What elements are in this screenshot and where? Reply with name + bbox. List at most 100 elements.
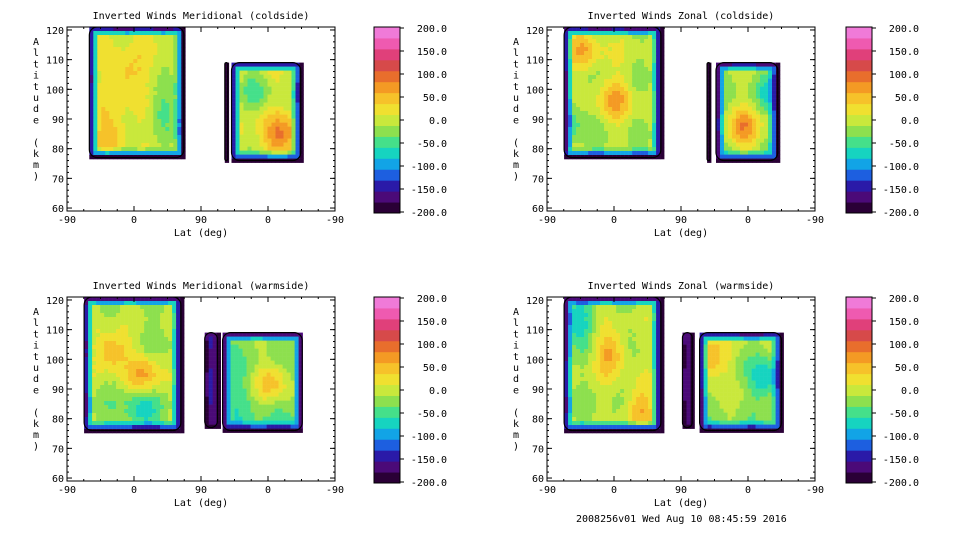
colorbar-tick-label: -200.0 bbox=[883, 478, 919, 489]
colorbar-swatch bbox=[846, 147, 872, 158]
y-tick-label: 90 bbox=[532, 115, 544, 126]
colorbar-swatch bbox=[374, 374, 400, 385]
colorbar-swatch bbox=[846, 71, 872, 82]
y-tick-label: 60 bbox=[532, 204, 544, 215]
y-tick-label: 90 bbox=[52, 115, 64, 126]
chart-title: Inverted Winds Zonal (coldside) bbox=[588, 11, 775, 22]
colorbar-swatch bbox=[374, 417, 400, 428]
colorbar-swatch bbox=[374, 60, 400, 71]
colorbar-tick-label: 150.0 bbox=[889, 317, 919, 328]
y-tick-label: 90 bbox=[532, 385, 544, 396]
y-tick-label: 120 bbox=[46, 26, 64, 37]
panel-zonal-coldside: Inverted Winds Zonal (coldside) 60 70 80 90 1… bbox=[513, 11, 919, 239]
y-tick-label: 110 bbox=[526, 326, 544, 337]
colorbar-tick-label: -150.0 bbox=[411, 455, 447, 466]
colorbar-swatch bbox=[846, 191, 872, 202]
colorbar-tick-label: 100.0 bbox=[889, 70, 919, 81]
colorbar-tick-label: 0.0 bbox=[901, 116, 919, 127]
x-tick-label: -90 bbox=[58, 215, 76, 226]
data-region-3 bbox=[716, 63, 780, 163]
x-tick-label: 0 bbox=[131, 215, 137, 226]
colorbar-swatch bbox=[374, 38, 400, 49]
plot-area bbox=[84, 297, 303, 433]
x-axis-label: Lat (deg) bbox=[174, 498, 228, 509]
colorbar-swatch bbox=[374, 202, 400, 213]
colorbar-swatch bbox=[846, 374, 872, 385]
x-tick-label: 0 bbox=[265, 215, 271, 226]
colorbar-tick-label: 100.0 bbox=[417, 70, 447, 81]
colorbar-tick-label: -150.0 bbox=[883, 455, 919, 466]
colorbar: 200.0150.0100.050.00.0-50.0-100.0-150.0-… bbox=[374, 294, 447, 489]
colorbar-tick-label: -50.0 bbox=[889, 409, 919, 420]
colorbar-tick-label: 200.0 bbox=[889, 294, 919, 305]
y-tick-label: 100 bbox=[46, 355, 64, 366]
x-tick-label: 0 bbox=[745, 485, 751, 496]
x-tick-label: 0 bbox=[745, 215, 751, 226]
colorbar-swatch bbox=[846, 60, 872, 71]
plot-area bbox=[89, 27, 303, 163]
colorbar-tick-label: 150.0 bbox=[417, 317, 447, 328]
colorbar-tick-label: 100.0 bbox=[889, 340, 919, 351]
colorbar: 200.0150.0100.050.00.0-50.0-100.0-150.0-… bbox=[374, 24, 447, 219]
colorbar-swatch bbox=[374, 428, 400, 439]
y-tick-label: 80 bbox=[52, 145, 64, 156]
colorbar-swatch bbox=[846, 428, 872, 439]
x-tick-label: -90 bbox=[538, 485, 556, 496]
y-tick-label: 100 bbox=[526, 355, 544, 366]
y-tick-label: 60 bbox=[52, 204, 64, 215]
data-region-1 bbox=[564, 27, 664, 159]
colorbar-tick-label: -150.0 bbox=[411, 185, 447, 196]
colorbar-swatch bbox=[374, 450, 400, 461]
data-region-1 bbox=[89, 27, 185, 159]
y-tick-label: 70 bbox=[532, 174, 544, 185]
x-tick-label: -90 bbox=[58, 485, 76, 496]
colorbar-swatch bbox=[846, 158, 872, 169]
colorbar-swatch bbox=[846, 319, 872, 330]
colorbar-tick-label: -50.0 bbox=[417, 409, 447, 420]
colorbar-swatch bbox=[846, 125, 872, 136]
colorbar-swatch bbox=[846, 93, 872, 104]
colorbar-tick-label: -200.0 bbox=[411, 478, 447, 489]
colorbar-swatch bbox=[846, 330, 872, 341]
panel-zonal-warmside: Inverted Winds Zonal (warmside)607080901… bbox=[513, 281, 919, 509]
plot-area bbox=[564, 27, 780, 163]
colorbar-tick-label: -150.0 bbox=[883, 185, 919, 196]
x-tick-label: -90 bbox=[326, 215, 344, 226]
data-region-2 bbox=[707, 63, 711, 163]
chart-title: Inverted Winds Meridional (coldside) bbox=[93, 11, 310, 22]
colorbar-tick-label: -100.0 bbox=[883, 432, 919, 443]
colorbar-swatch bbox=[846, 115, 872, 126]
colorbar-swatch bbox=[374, 27, 400, 38]
y-tick-label: 120 bbox=[526, 26, 544, 37]
colorbar-tick-label: -100.0 bbox=[883, 162, 919, 173]
data-region-2 bbox=[225, 63, 229, 163]
y-tick-label: 60 bbox=[532, 474, 544, 485]
colorbar-swatch bbox=[846, 461, 872, 472]
colorbar-swatch bbox=[374, 180, 400, 191]
colorbar-swatch bbox=[374, 385, 400, 396]
colorbar-swatch bbox=[374, 363, 400, 374]
colorbar-swatch bbox=[846, 385, 872, 396]
colorbar-swatch bbox=[374, 169, 400, 180]
colorbar: 200.0150.0100.050.00.0-50.0-100.0-150.0-… bbox=[846, 24, 919, 219]
colorbar-tick-label: 50.0 bbox=[895, 93, 919, 104]
x-tick-label: 90 bbox=[675, 485, 687, 496]
y-tick-label: 110 bbox=[46, 56, 64, 67]
y-tick-label: 80 bbox=[532, 145, 544, 156]
colorbar-swatch bbox=[374, 308, 400, 319]
panel-meridional-coldside: Inverted Winds Meridional (coldside)6070… bbox=[33, 11, 447, 239]
colorbar-swatch bbox=[374, 330, 400, 341]
chart-title: Inverted Winds Zonal (warmside) bbox=[588, 281, 775, 292]
x-axis-label: Lat (deg) bbox=[654, 498, 708, 509]
colorbar-swatch bbox=[374, 352, 400, 363]
colorbar-swatch bbox=[846, 341, 872, 352]
y-tick-label: 70 bbox=[52, 444, 64, 455]
x-tick-label: 0 bbox=[131, 485, 137, 496]
colorbar-swatch bbox=[846, 450, 872, 461]
plot-area bbox=[564, 297, 784, 433]
